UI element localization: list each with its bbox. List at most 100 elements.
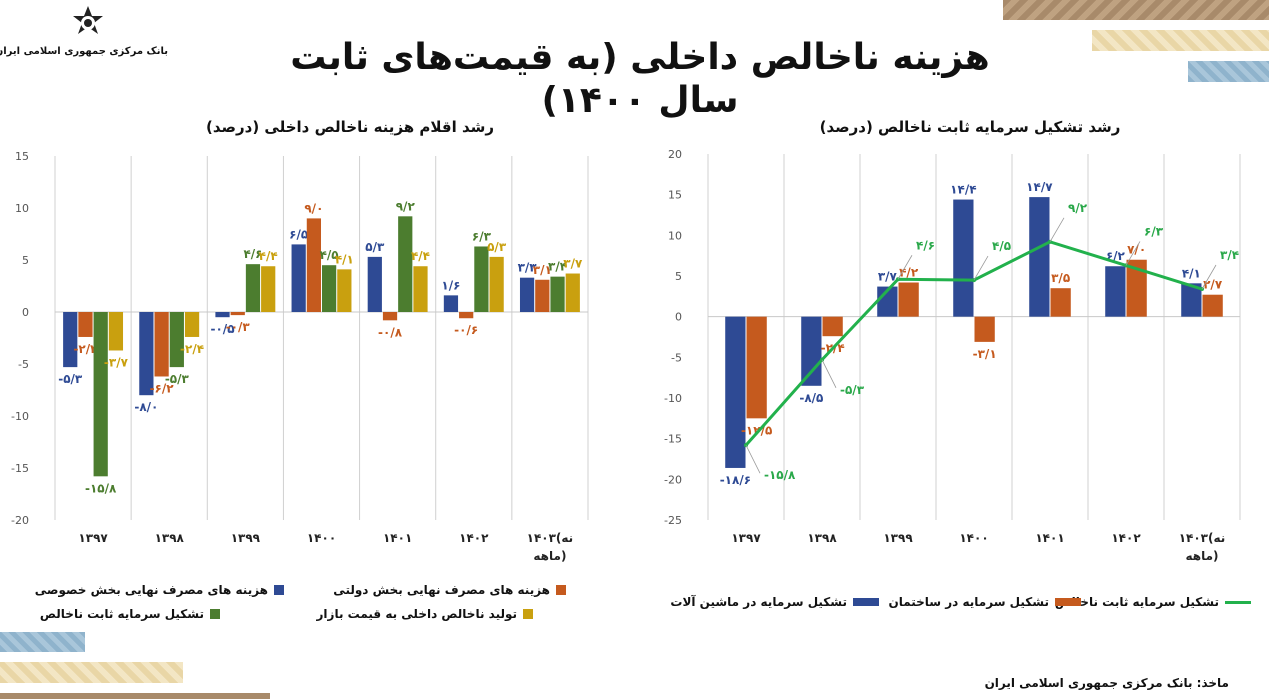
data-label: ۴/۱ bbox=[1182, 266, 1201, 280]
y-tick-label: 15 bbox=[15, 150, 29, 163]
data-label: ۳/۴ bbox=[1220, 248, 1239, 262]
line-point bbox=[820, 357, 824, 362]
data-label: -۱۵/۸ bbox=[764, 468, 796, 482]
label-leader bbox=[1201, 264, 1217, 290]
bar bbox=[367, 256, 382, 312]
bar bbox=[154, 312, 169, 377]
legend-swatch bbox=[1055, 598, 1081, 606]
gdp-expenditure-growth-chart: 15 10 5 0 -5 -10 -15 -20 -۵/۳ -۸/۰ -۰/۵ ۶/۵ ۵/۳ ۱/۶ ۳/… bbox=[11, 150, 589, 563]
data-label: ۴/۶ bbox=[243, 247, 262, 261]
label-leader bbox=[897, 255, 913, 280]
category-label: ماهه) bbox=[1185, 549, 1218, 563]
y-tick-label: -10 bbox=[664, 392, 682, 405]
data-label: ۶/۵ bbox=[289, 227, 308, 241]
legend-label: تشکیل سرمایه ثابت ناخالص bbox=[39, 607, 204, 621]
category-label: ۱۴۰۲ bbox=[459, 531, 489, 545]
bar bbox=[215, 312, 230, 318]
data-label: -۳/۷ bbox=[104, 355, 129, 369]
bank-name: بانک مرکزی جمهوری اسلامی ایران bbox=[0, 46, 168, 57]
data-label: ۴/۴ bbox=[259, 249, 278, 263]
y-tick-label: 10 bbox=[668, 229, 682, 242]
bar bbox=[322, 265, 337, 312]
bar bbox=[93, 312, 108, 477]
legend-item: تشکیل سرمایه در ساختمان bbox=[888, 595, 1081, 609]
decorative-band-bottom-cream bbox=[0, 662, 183, 683]
data-label: ۴/۶ bbox=[916, 238, 935, 252]
page-title: هزینه ناخالص داخلی (به قیمت‌های ثابت سال… bbox=[290, 37, 990, 122]
label-leader bbox=[745, 444, 761, 474]
data-label: ۲/۷ bbox=[1203, 278, 1223, 292]
legend-label: تولید ناخالص داخلی به قیمت بازار bbox=[316, 607, 517, 621]
decorative-band-top-blue bbox=[1188, 61, 1269, 82]
right-chart-title: رشد تشکیل سرمایه ثابت ناخالص (درصد) bbox=[819, 118, 1121, 136]
category-label: ۱۳۹۹ bbox=[883, 531, 913, 545]
data-label: -۲/۴ bbox=[180, 342, 204, 356]
y-tick-label: -5 bbox=[671, 351, 682, 364]
y-tick-label: -15 bbox=[664, 433, 682, 446]
y-tick-label: 5 bbox=[675, 270, 682, 283]
category-label: ۱۴۰۲ bbox=[1111, 531, 1141, 545]
legend-swatch bbox=[556, 585, 566, 595]
data-label: -۸/۵ bbox=[799, 391, 823, 405]
bar bbox=[1050, 288, 1071, 317]
bar bbox=[291, 244, 306, 312]
legend-swatch bbox=[210, 609, 220, 619]
data-label: -۵/۳ bbox=[58, 372, 83, 386]
bar bbox=[413, 266, 428, 312]
y-tick-label: 15 bbox=[668, 189, 682, 202]
category-label: ۱۴۰۰ bbox=[959, 531, 988, 545]
data-label: ۴/۱ bbox=[335, 252, 354, 266]
bar bbox=[1181, 283, 1202, 317]
data-label: ۵/۳ bbox=[487, 240, 507, 254]
data-label: ۴/۵ bbox=[320, 248, 339, 262]
y-tick-label: -5 bbox=[18, 358, 29, 371]
data-label: -۰/۸ bbox=[378, 325, 403, 339]
bar bbox=[169, 312, 184, 368]
data-label: ۱۴/۷ bbox=[1026, 180, 1053, 194]
bar bbox=[398, 216, 413, 312]
category-label: ۱۳۹۹ bbox=[231, 531, 261, 545]
bar bbox=[459, 312, 474, 319]
data-label: ۵/۳ bbox=[365, 240, 385, 254]
data-label: ۳/۵ bbox=[1051, 271, 1070, 285]
data-label: -۰/۵ bbox=[211, 322, 235, 336]
data-label: ۳/۴ bbox=[548, 260, 567, 274]
bar bbox=[337, 269, 352, 312]
bar bbox=[78, 312, 93, 337]
category-label: ۱۴۰۱ bbox=[1035, 531, 1064, 545]
data-label: ۶/۳ bbox=[1144, 224, 1164, 238]
bar bbox=[261, 266, 276, 312]
category-label: ۱۴۰۱ bbox=[383, 531, 412, 545]
fixed-capital-growth-chart: 20 15 10 5 0 -5 -10 -15 -20 -25 -۱۸/۶ -۸/۵ ۳/۷ ۱۴/۴ ۱۴… bbox=[664, 148, 1241, 563]
legend-item: هزینه های مصرف نهایی بخش خصوصی bbox=[35, 583, 284, 597]
bar bbox=[245, 264, 261, 312]
legend-swatch bbox=[1225, 600, 1251, 604]
bar bbox=[108, 312, 124, 351]
data-label: -۲/۴ bbox=[73, 342, 97, 356]
data-label: -۶/۲ bbox=[150, 381, 175, 395]
data-label: -۵/۳ bbox=[840, 383, 865, 397]
bar bbox=[1126, 259, 1147, 317]
y-tick-label: 10 bbox=[15, 202, 29, 215]
legend-swatch bbox=[523, 609, 533, 619]
data-label: ۹/۲ bbox=[396, 199, 416, 213]
data-label: ۴/۴ bbox=[411, 249, 430, 263]
bar bbox=[382, 312, 398, 321]
bar bbox=[746, 316, 767, 419]
data-label: ۴/۵ bbox=[992, 239, 1011, 253]
data-label: ۶/۳ bbox=[472, 229, 492, 243]
category-label: ۱۳۹۷ bbox=[78, 531, 108, 545]
y-tick-label: -15 bbox=[11, 462, 29, 475]
data-label: -۰/۳ bbox=[226, 320, 251, 334]
category-label: ۱۳۹۷ bbox=[731, 531, 761, 545]
data-label: -۸/۰ bbox=[134, 400, 158, 414]
bar bbox=[565, 273, 580, 312]
bar bbox=[801, 316, 822, 386]
legend-item: تشکیل سرمایه ثابت ناخالص bbox=[40, 607, 220, 621]
category-label: ۱۴۰۰ bbox=[307, 531, 336, 545]
legend-swatch bbox=[853, 598, 879, 606]
bar bbox=[898, 282, 919, 317]
data-label: ۱/۶ bbox=[441, 278, 460, 292]
legend-label: تشکیل سرمایه در ماشین آلات bbox=[670, 595, 847, 609]
data-label: -۳/۱ bbox=[973, 347, 997, 361]
